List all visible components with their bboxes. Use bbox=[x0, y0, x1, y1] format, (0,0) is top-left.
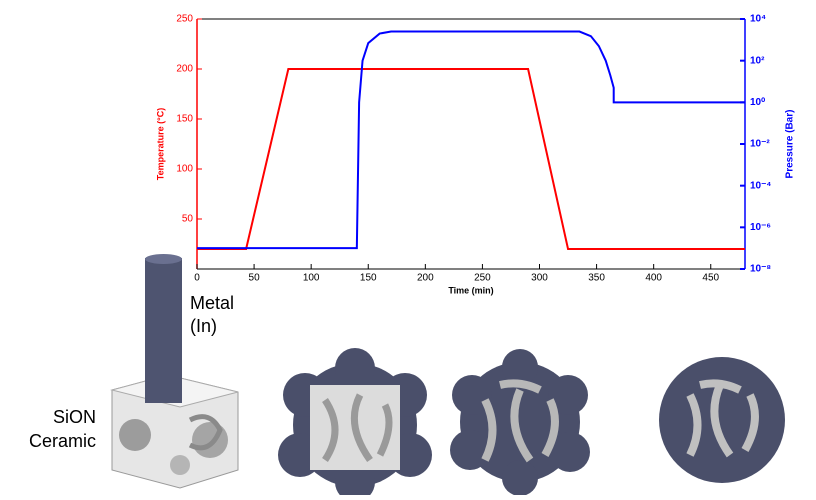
illustrations bbox=[110, 254, 785, 500]
x-tick-label: 300 bbox=[531, 273, 548, 284]
y2-tick-label: 10² bbox=[750, 55, 765, 66]
annotation: (In) bbox=[190, 316, 217, 336]
x-tick-label: 0 bbox=[194, 273, 200, 284]
y2-tick-label: 10⁴ bbox=[750, 14, 766, 25]
infiltrated-2 bbox=[450, 349, 590, 496]
series-line bbox=[197, 68, 745, 250]
x-tick-label: 450 bbox=[702, 273, 719, 284]
x-tick-label: 400 bbox=[645, 273, 662, 284]
metal-rod bbox=[145, 258, 182, 403]
infiltrated-3 bbox=[659, 357, 785, 483]
y2-tick-label: 10⁻⁸ bbox=[750, 264, 771, 275]
y-tick-label: 150 bbox=[176, 114, 193, 125]
y2-axis-label: Pressure (Bar) bbox=[785, 110, 796, 179]
ceramic-cube bbox=[110, 374, 239, 489]
x-tick-label: 350 bbox=[588, 273, 605, 284]
y2-tick-label: 10⁰ bbox=[750, 97, 765, 108]
y-tick-label: 100 bbox=[176, 164, 193, 175]
annotation: Ceramic bbox=[29, 431, 96, 451]
x-tick-label: 150 bbox=[360, 273, 377, 284]
y2-tick-label: 10⁻⁶ bbox=[750, 222, 771, 233]
annotation: SiON bbox=[53, 407, 96, 427]
y2-tick-label: 10⁻⁴ bbox=[750, 180, 771, 191]
y2-tick-label: 10⁻² bbox=[750, 139, 770, 150]
x-tick-label: 200 bbox=[417, 273, 434, 284]
y-tick-label: 50 bbox=[182, 214, 194, 225]
series-line bbox=[197, 30, 745, 250]
annotation: Metal bbox=[190, 293, 234, 313]
x-tick-label: 100 bbox=[303, 273, 320, 284]
infiltrated-1 bbox=[278, 348, 432, 500]
y-axis-label: Temperature (°C) bbox=[155, 108, 165, 180]
x-tick-label: 50 bbox=[249, 273, 261, 284]
x-axis-label: Time (min) bbox=[448, 285, 493, 295]
y-tick-label: 200 bbox=[176, 64, 193, 75]
y-tick-label: 250 bbox=[176, 14, 193, 25]
x-tick-label: 250 bbox=[474, 273, 491, 284]
